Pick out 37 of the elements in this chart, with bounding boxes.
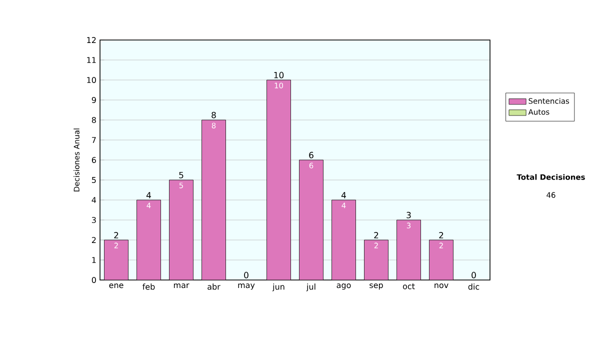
y-tick-label: 0 [92, 276, 96, 284]
x-tick-label: jun [272, 284, 284, 292]
total-label: 2 [114, 232, 118, 238]
y-tick-label: 8 [92, 116, 96, 124]
y-tick-label: 7 [92, 137, 96, 143]
total-label: 2 [439, 232, 444, 238]
total-label: 0 [472, 272, 476, 278]
x-tick-label: may [238, 284, 255, 290]
x-tick-label: abr [208, 284, 220, 290]
x-tick-label: ago [336, 284, 351, 290]
x-tick-label: jul [306, 284, 316, 292]
y-tick-label: 3 [92, 216, 96, 224]
total-label: 3 [406, 212, 411, 218]
x-tick-label: ene [109, 284, 124, 288]
total-label: 4 [146, 192, 151, 198]
y-tick-label: 6 [92, 156, 96, 164]
y-tick-label: 1 [92, 257, 96, 263]
y-tick-label: 12 [87, 37, 96, 43]
y-tick-label: 10 [87, 76, 96, 84]
total-label: 5 [179, 172, 184, 178]
total-label: 6 [309, 152, 314, 158]
x-tick-label: feb [142, 284, 155, 290]
y-tick-label: 4 [92, 197, 96, 203]
x-tick-label: sep [370, 284, 383, 290]
y-tick-label: 11 [87, 57, 96, 63]
x-tick-label: dic [468, 284, 480, 290]
total-label: 4 [341, 192, 346, 198]
total-label: 0 [244, 272, 248, 278]
y-tick-label: 9 [92, 96, 96, 104]
total-label: 10 [274, 72, 284, 78]
y-tick-label: 2 [92, 237, 96, 243]
x-tick-label: oct [402, 284, 415, 290]
x-tick-label: mar [174, 284, 190, 288]
y-tick-label: 5 [92, 177, 96, 183]
total-label: 2 [374, 232, 378, 238]
x-tick-label: nov [434, 284, 448, 288]
total-label: 8 [212, 112, 216, 118]
